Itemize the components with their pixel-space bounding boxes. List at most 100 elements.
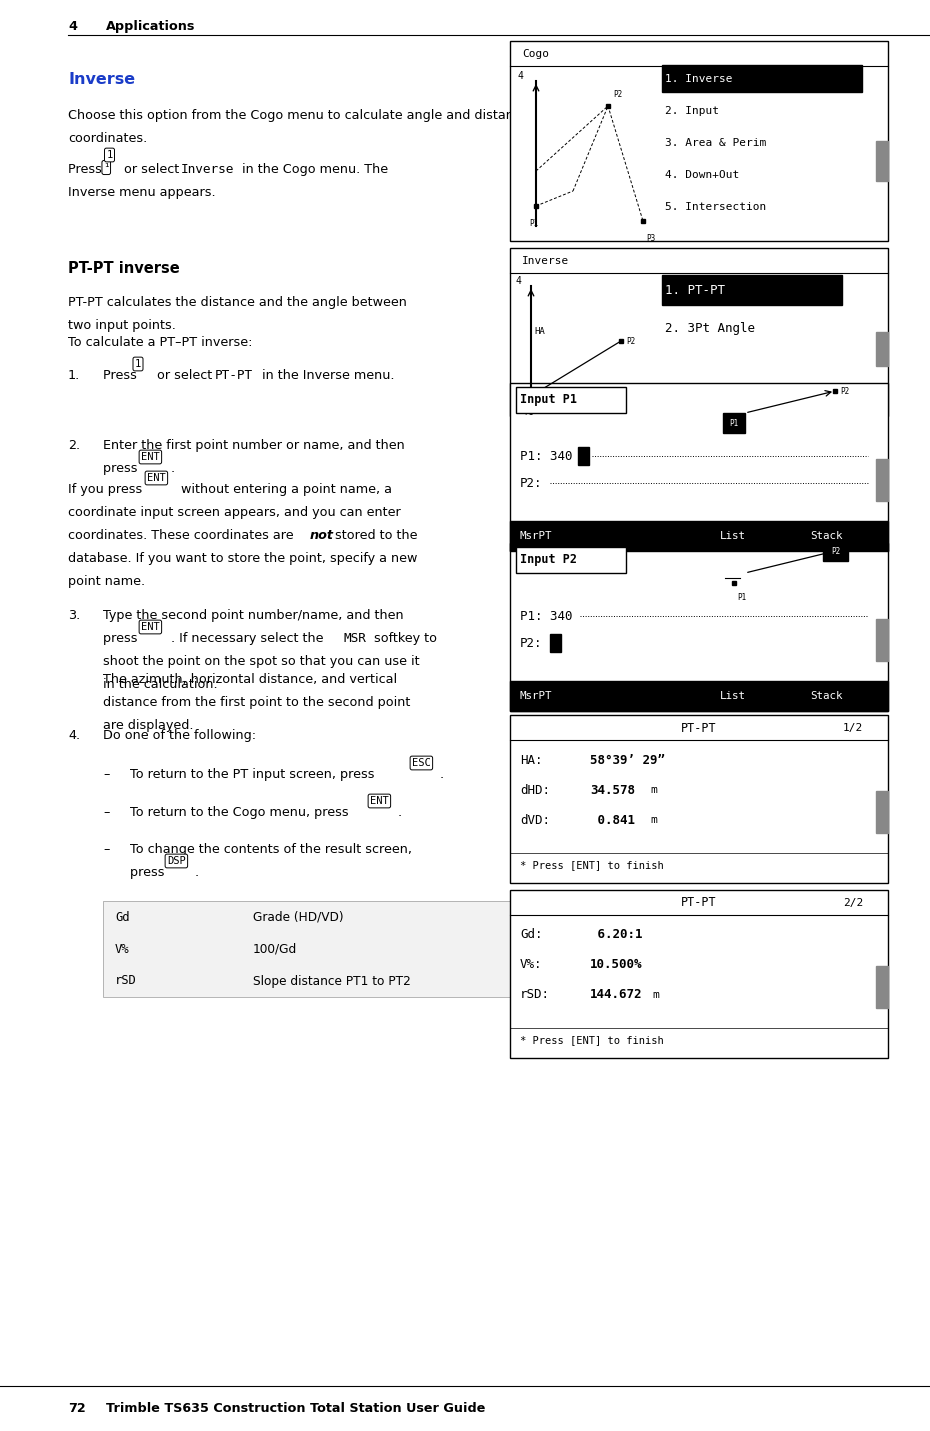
Text: are displayed.: are displayed. [103, 718, 193, 733]
Bar [103, 902, 623, 933]
Bar [510, 681, 888, 711]
Text: 1. PT-PT: 1. PT-PT [665, 283, 725, 296]
Text: not: not [310, 529, 334, 542]
Text: Type the second point number/name, and then: Type the second point number/name, and t… [103, 610, 404, 622]
Text: 4: 4 [518, 72, 524, 82]
Text: MSR: MSR [343, 633, 365, 645]
Text: . If necessary select the: . If necessary select the [171, 633, 327, 645]
Text: Stack: Stack [810, 691, 843, 701]
Text: .: . [195, 866, 199, 879]
Text: 72: 72 [68, 1402, 86, 1415]
Text: P2: P2 [830, 547, 840, 555]
FancyBboxPatch shape [510, 248, 888, 416]
Text: 0.841: 0.841 [590, 813, 635, 827]
Text: dHD:: dHD: [520, 784, 550, 797]
Text: database. If you want to store the point, specify a new: database. If you want to store the point… [68, 552, 418, 565]
Text: press: press [130, 866, 168, 879]
Text: Input P1: Input P1 [520, 394, 577, 406]
Text: stored to the: stored to the [331, 529, 418, 542]
Text: PT-PT: PT-PT [681, 721, 717, 734]
Text: Gd: Gd [115, 910, 129, 923]
Text: Trimble TS635 Construction Total Station User Guide: Trimble TS635 Construction Total Station… [106, 1402, 485, 1415]
Text: without entering a point name, a: without entering a point name, a [177, 484, 392, 497]
Text: ENT: ENT [370, 796, 389, 806]
Text: .: . [440, 768, 445, 781]
Text: V%:: V%: [520, 959, 542, 972]
Text: 5. Intersection: 5. Intersection [665, 202, 766, 212]
Text: P1: P1 [729, 418, 738, 428]
Text: Inverse menu appears.: Inverse menu appears. [68, 186, 216, 199]
Text: HA:: HA: [520, 754, 542, 767]
Text: 6.20:1: 6.20:1 [590, 929, 643, 942]
Text: press: press [103, 462, 141, 475]
Text: PT-PT calculates the distance and the angle between: PT-PT calculates the distance and the an… [68, 296, 406, 309]
Text: 3. Area & Perim: 3. Area & Perim [665, 137, 766, 147]
Text: Inverse: Inverse [68, 72, 135, 86]
Text: 2. 3Pt Angle: 2. 3Pt Angle [665, 322, 755, 335]
Text: 1. Inverse: 1. Inverse [665, 74, 733, 84]
Text: ¹: ¹ [104, 163, 109, 173]
Text: List: List [720, 531, 746, 541]
Text: point name.: point name. [68, 575, 145, 588]
Text: press: press [103, 633, 141, 645]
Text: P2: P2 [626, 336, 635, 345]
FancyBboxPatch shape [510, 716, 888, 883]
Text: 34.578: 34.578 [590, 784, 635, 797]
Text: DSP: DSP [167, 856, 186, 866]
Text: 1.: 1. [68, 369, 80, 382]
Bar [662, 275, 842, 305]
Text: The azimuth, horizontal distance, and vertical: The azimuth, horizontal distance, and ve… [103, 673, 397, 685]
Text: 100/Gd: 100/Gd [253, 943, 298, 956]
Text: ESC: ESC [412, 758, 431, 768]
Bar [823, 541, 848, 561]
Bar [103, 964, 623, 997]
Text: Enter the first point number or name, and then: Enter the first point number or name, an… [103, 439, 405, 452]
Text: 1/2: 1/2 [843, 723, 863, 733]
Text: To return to the PT input screen, press: To return to the PT input screen, press [130, 768, 379, 781]
Bar [662, 64, 862, 92]
Bar [578, 446, 589, 465]
Text: softkey to: softkey to [370, 633, 437, 645]
Text: P3: P3 [646, 235, 656, 243]
Text: 4.: 4. [68, 728, 80, 743]
Text: distance from the first point to the second point: distance from the first point to the sec… [103, 695, 410, 708]
Text: .: . [398, 806, 402, 819]
Bar [550, 634, 561, 653]
Text: coordinates.: coordinates. [68, 132, 147, 145]
Text: Do one of the following:: Do one of the following: [103, 728, 256, 743]
Text: 4. Down+Out: 4. Down+Out [665, 170, 739, 180]
Text: PT-PT inverse: PT-PT inverse [68, 260, 179, 276]
Text: P1: P1 [737, 592, 746, 602]
Text: in the Inverse menu.: in the Inverse menu. [258, 369, 394, 382]
Text: 4: 4 [68, 20, 77, 33]
Text: coordinate input screen appears, and you can enter: coordinate input screen appears, and you… [68, 507, 401, 519]
Text: Press: Press [103, 369, 140, 382]
Text: 2. Input: 2. Input [665, 106, 719, 116]
Text: Grade (HD/VD): Grade (HD/VD) [253, 910, 343, 923]
FancyBboxPatch shape [510, 384, 888, 551]
Text: m: m [652, 990, 658, 1000]
Text: P1: 340: P1: 340 [520, 610, 573, 622]
Text: MsrPT: MsrPT [520, 691, 552, 701]
Text: –: – [103, 768, 110, 781]
Text: dVD:: dVD: [520, 813, 550, 827]
Text: two input points.: two input points. [68, 319, 176, 332]
Text: 2/2: 2/2 [843, 899, 863, 909]
Text: P2:: P2: [520, 637, 542, 650]
Text: rSD:: rSD: [520, 989, 550, 1002]
Text: MsrPT: MsrPT [520, 531, 552, 541]
Text: Choose this option from the Cogo menu to calculate angle and distance between tw: Choose this option from the Cogo menu to… [68, 109, 616, 122]
Text: ENT: ENT [147, 474, 166, 484]
Text: .: . [171, 462, 175, 475]
Text: Inverse: Inverse [180, 163, 233, 176]
Text: Input P2: Input P2 [520, 554, 577, 567]
Text: m: m [650, 786, 657, 796]
Bar [876, 332, 888, 365]
Text: 3.: 3. [68, 610, 80, 622]
Bar [103, 933, 623, 964]
Text: * Press [ENT] to finish: * Press [ENT] to finish [520, 860, 664, 870]
FancyBboxPatch shape [516, 386, 626, 414]
Text: coordinates. These coordinates are: coordinates. These coordinates are [68, 529, 298, 542]
Text: To change the contents of the result screen,: To change the contents of the result scr… [130, 843, 412, 856]
Text: –: – [103, 843, 110, 856]
